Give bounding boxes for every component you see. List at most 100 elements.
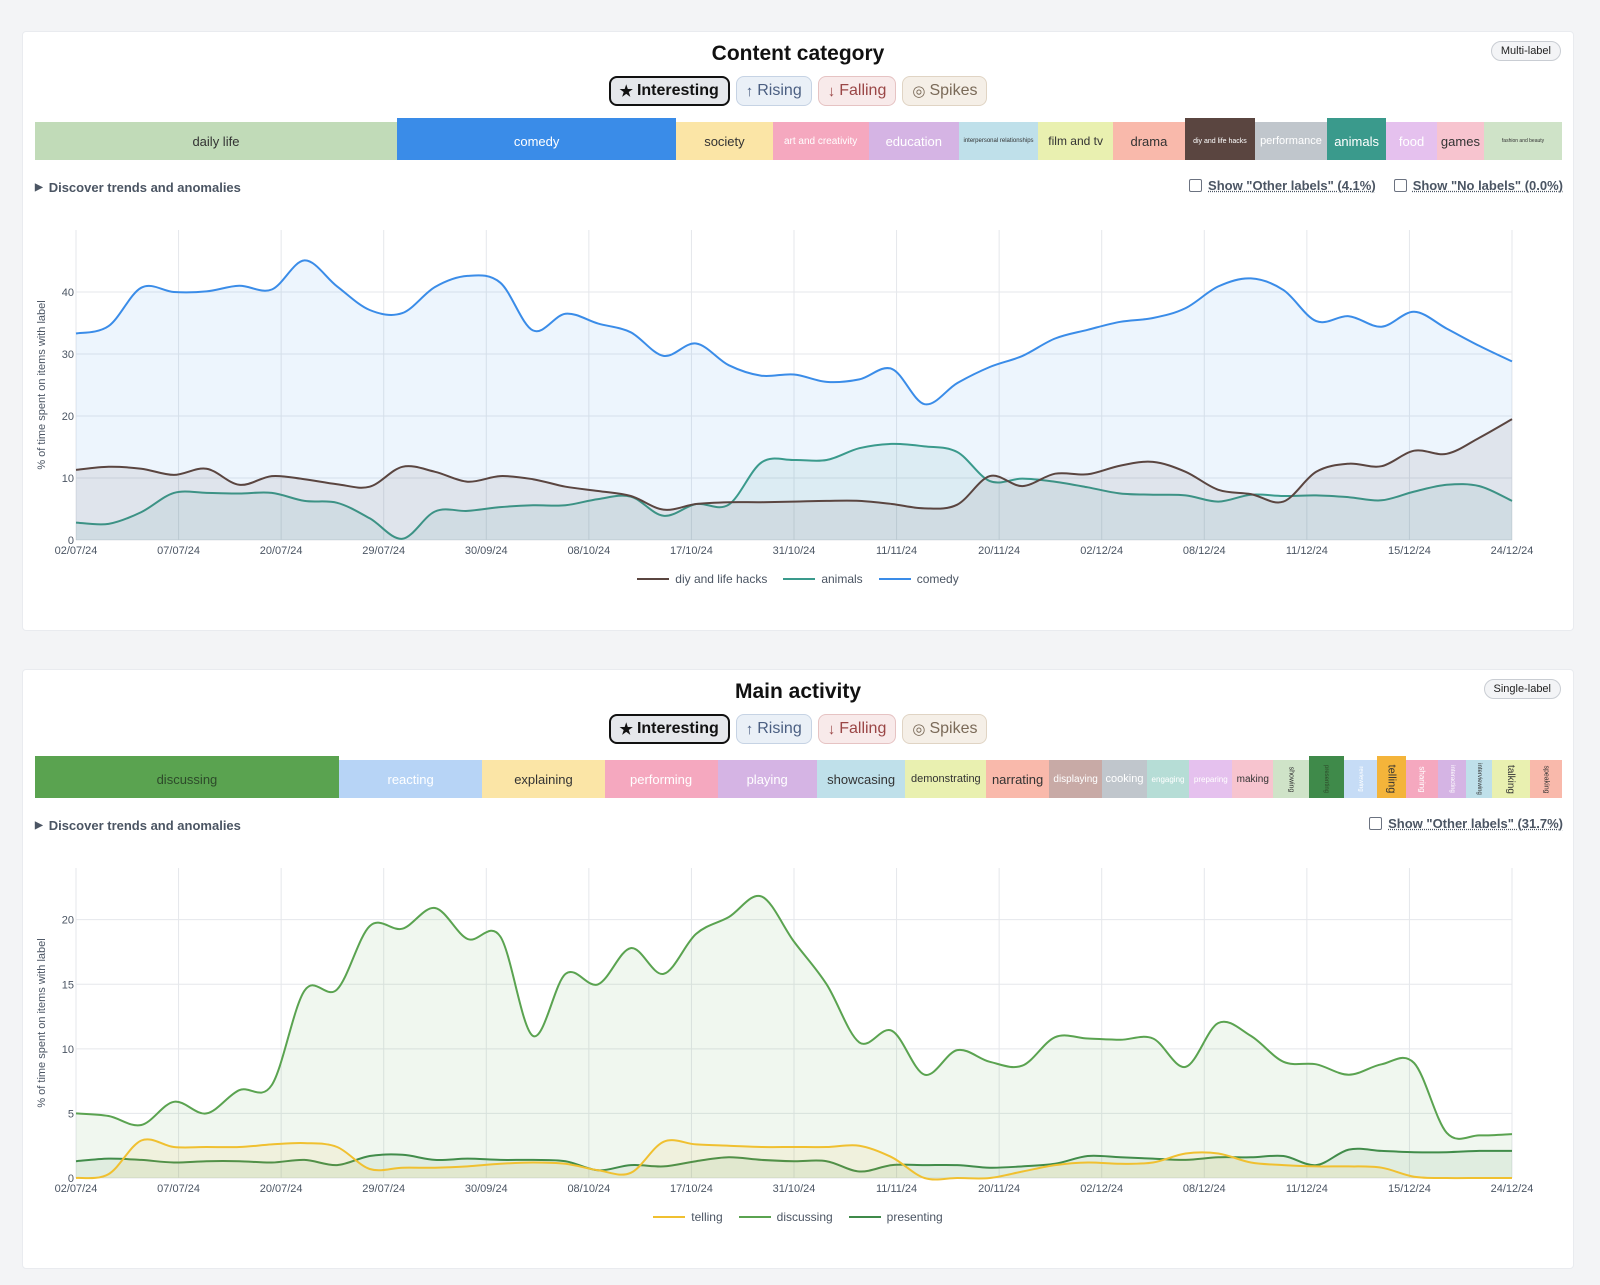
label-segment[interactable]: discussing: [35, 760, 339, 798]
x-tick-label: 29/07/24: [362, 545, 405, 557]
x-tick-label: 24/12/24: [1491, 545, 1534, 557]
star-icon: ★: [619, 82, 633, 100]
timeseries-chart[interactable]: 02/07/24 07/07/24 20/07/24 29/07/24 30/09/24…: [23, 222, 1575, 562]
mode-falling-button[interactable]: ↓ Falling: [817, 76, 897, 106]
show-other-labels-checkbox[interactable]: Show "Other labels" (4.1%): [1189, 178, 1376, 193]
label-segment[interactable]: film and tv: [1038, 122, 1114, 160]
legend-swatch: [848, 1216, 881, 1218]
show-no-labels-checkbox[interactable]: Show "No labels" (0.0%): [1393, 178, 1563, 193]
y-tick-label: 10: [62, 1044, 74, 1056]
legend-item[interactable]: comedy: [878, 572, 959, 586]
label-segment[interactable]: playing: [717, 760, 817, 798]
series-line[interactable]: [75, 1147, 1513, 1173]
mode-rising-button[interactable]: ↑ Rising: [735, 714, 812, 744]
legend-item[interactable]: telling: [653, 1210, 723, 1224]
label-segment[interactable]: cooking: [1102, 760, 1147, 798]
label-segment[interactable]: showcasing: [816, 760, 906, 798]
mode-interesting-button[interactable]: ★ Interesting: [608, 76, 730, 106]
label-segment[interactable]: daily life: [35, 122, 397, 160]
x-tick-label: 08/10/24: [567, 1183, 610, 1195]
label-segment[interactable]: performance: [1255, 122, 1327, 160]
series-line[interactable]: [75, 1138, 1512, 1181]
label-segment[interactable]: reviewing: [1343, 760, 1378, 798]
x-tick-label: 20/07/24: [260, 545, 303, 557]
show-other-labels-checkbox[interactable]: Show "Other labels" (31.7%): [1369, 816, 1563, 831]
series-line[interactable]: [75, 259, 1513, 406]
label-segment[interactable]: presenting: [1308, 760, 1344, 798]
label-segment[interactable]: speaking: [1529, 760, 1562, 798]
label-type-badge: Single-label: [1483, 679, 1561, 699]
star-icon: ★: [619, 720, 633, 738]
label-segment-text: interpersonal relationships: [963, 138, 1034, 144]
x-tick-label: 30/09/24: [465, 1183, 508, 1195]
y-tick-label: 5: [68, 1108, 74, 1120]
legend-swatch: [783, 578, 816, 580]
label-segment[interactable]: interviewing: [1465, 760, 1492, 798]
x-tick-label: 20/11/24: [978, 1183, 1020, 1195]
legend-item[interactable]: discussing: [738, 1210, 833, 1224]
x-tick-label: 02/12/24: [1080, 545, 1123, 557]
mode-falling-button[interactable]: ↓ Falling: [817, 714, 897, 744]
series-line[interactable]: [75, 418, 1513, 511]
label-segment[interactable]: games: [1436, 122, 1485, 160]
label-segment[interactable]: diy and life hacks: [1184, 122, 1256, 160]
label-segment-text: presenting: [1323, 764, 1330, 794]
label-segment-text: interviewing: [1475, 763, 1482, 795]
label-segment[interactable]: reacting: [338, 760, 483, 798]
legend-item[interactable]: presenting: [848, 1210, 943, 1224]
label-segment[interactable]: society: [676, 122, 773, 160]
label-segment-text: speaking: [1542, 764, 1550, 794]
label-segment[interactable]: education: [868, 122, 959, 160]
discover-trends-toggle[interactable]: ▶ Discover trends and anomalies: [35, 180, 241, 195]
label-segment[interactable]: performing: [604, 760, 718, 798]
label-segment[interactable]: narrating: [986, 760, 1049, 798]
legend-item[interactable]: diy and life hacks: [637, 572, 767, 586]
timeseries-chart[interactable]: 02/07/24 07/07/24 20/07/24 29/07/24 30/09/24…: [23, 860, 1575, 1200]
mode-interesting-button[interactable]: ★ Interesting: [608, 714, 730, 744]
label-segment[interactable]: telling: [1377, 760, 1407, 798]
series-line[interactable]: [75, 442, 1513, 540]
mode-rising-button[interactable]: ↑ Rising: [735, 76, 812, 106]
label-segment[interactable]: explaining: [482, 760, 605, 798]
label-segment[interactable]: drama: [1113, 122, 1185, 160]
label-segment[interactable]: talking: [1491, 760, 1530, 798]
label-segment-text: reviewing: [1357, 766, 1364, 792]
checkbox-icon: [1369, 817, 1383, 830]
label-segment[interactable]: displaying: [1048, 760, 1103, 798]
x-tick-label: 20/07/24: [260, 1183, 303, 1195]
mode-spikes-button[interactable]: ◎ Spikes: [902, 714, 988, 744]
label-type-badge: Multi-label: [1490, 41, 1561, 61]
series-area: [76, 419, 1512, 540]
label-segment[interactable]: art and creativity: [772, 122, 869, 160]
label-segment[interactable]: interpersonal relationships: [958, 122, 1039, 160]
label-segment-text: cooking: [1105, 773, 1144, 785]
label-segment[interactable]: interacting: [1438, 760, 1466, 798]
x-tick-label: 31/10/24: [773, 545, 816, 557]
label-segment[interactable]: showing: [1273, 760, 1309, 798]
x-tick-label: 17/10/24: [670, 1183, 713, 1195]
x-tick-label: 02/12/24: [1080, 1183, 1123, 1195]
label-segment[interactable]: sharing: [1406, 760, 1439, 798]
selected-label-indicator: [1377, 756, 1407, 760]
expand-triangle-icon: ▶: [35, 182, 43, 193]
label-segment[interactable]: food: [1386, 122, 1437, 160]
label-segment-text: film and tv: [1048, 134, 1103, 148]
label-segment[interactable]: demonstrating: [905, 760, 987, 798]
label-segment[interactable]: engaging: [1146, 760, 1190, 798]
legend-label: telling: [691, 1210, 723, 1224]
panel-title: Main activity: [734, 680, 862, 703]
mode-spikes-button[interactable]: ◎ Spikes: [902, 76, 988, 106]
label-segment[interactable]: comedy: [396, 122, 677, 160]
discover-trends-toggle[interactable]: ▶ Discover trends and anomalies: [35, 818, 241, 833]
label-segment[interactable]: animals: [1326, 122, 1387, 160]
label-segment-text: showing: [1287, 766, 1295, 792]
label-segment[interactable]: preparing: [1189, 760, 1233, 798]
label-segment-text: sharing: [1417, 765, 1427, 793]
mode-selector: ★ Interesting ↑ Rising ↓ Falling ◎ Spikes: [23, 714, 1573, 744]
x-tick-label: 08/12/24: [1183, 545, 1226, 557]
label-segment[interactable]: fashion and beauty: [1484, 122, 1562, 160]
legend-item[interactable]: animals: [783, 572, 863, 586]
series-line[interactable]: [75, 894, 1513, 1140]
target-icon: ◎: [912, 82, 926, 100]
label-segment[interactable]: making: [1232, 760, 1274, 798]
